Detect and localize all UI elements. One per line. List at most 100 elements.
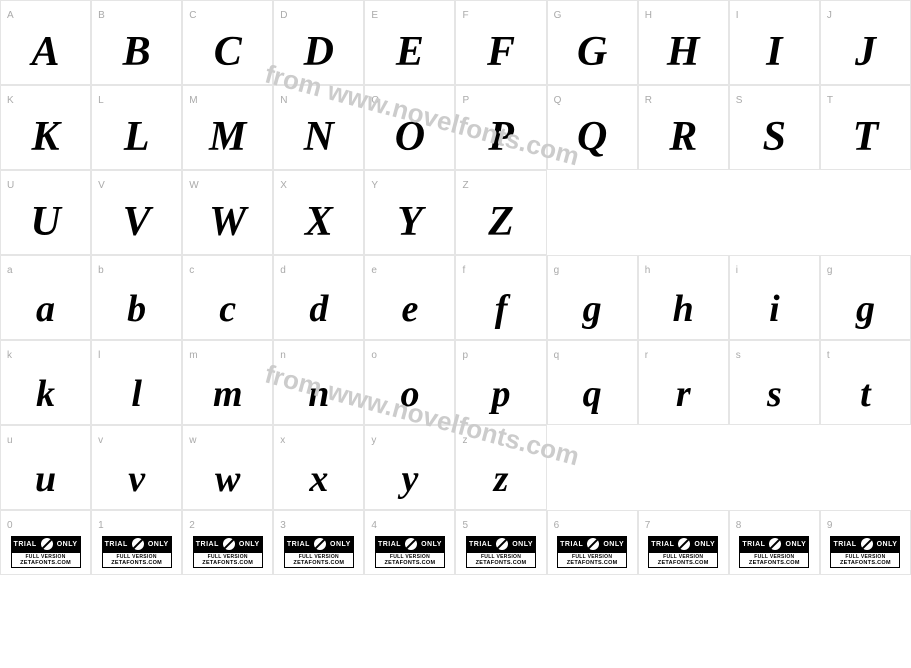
trial-left-text: TRIAL xyxy=(742,541,765,548)
trial-right-text: ONLY xyxy=(421,541,442,548)
cell-h: hh xyxy=(638,255,729,340)
trial-badge: TRIALONLYFULL VERSIONZETAFONTS.COM xyxy=(648,536,718,568)
cell-label: 7 xyxy=(645,520,651,531)
cell-label: 2 xyxy=(189,520,195,531)
cell-R: RR xyxy=(638,85,729,170)
cell-label: H xyxy=(645,10,652,21)
glyph-g: g xyxy=(583,287,602,331)
cell-u: uu xyxy=(0,425,91,510)
cell-label: k xyxy=(7,350,12,361)
cell-label: p xyxy=(462,350,468,361)
no-symbol-icon xyxy=(41,538,53,550)
glyph-R: R xyxy=(669,113,697,161)
cell-p: pp xyxy=(455,340,546,425)
glyph-E: E xyxy=(396,28,424,76)
trial-badge: TRIALONLYFULL VERSIONZETAFONTS.COM xyxy=(830,536,900,568)
glyph-u: u xyxy=(35,457,56,501)
glyph-z: z xyxy=(494,457,509,501)
glyph-J: J xyxy=(855,28,876,76)
cell-2: 2TRIALONLYFULL VERSIONZETAFONTS.COM xyxy=(182,510,273,575)
cell-label: 6 xyxy=(554,520,560,531)
trial-bottom-line2: ZETAFONTS.COM xyxy=(287,560,351,566)
trial-badge: TRIALONLYFULL VERSIONZETAFONTS.COM xyxy=(11,536,81,568)
cell-Q: QQ xyxy=(547,85,638,170)
glyph-r: r xyxy=(676,372,691,416)
cell-l: ll xyxy=(91,340,182,425)
glyph-k: k xyxy=(36,372,55,416)
glyph-l: l xyxy=(131,372,142,416)
trial-left-text: TRIAL xyxy=(14,541,37,548)
cell-f: ff xyxy=(455,255,546,340)
cell-label: 1 xyxy=(98,520,104,531)
cell-b: bb xyxy=(91,255,182,340)
cell-label: i xyxy=(736,265,738,276)
cell-g2: gg xyxy=(820,255,911,340)
glyph-n: n xyxy=(308,372,329,416)
cell-label: b xyxy=(98,265,104,276)
cell-empty xyxy=(547,170,638,255)
cell-U: UU xyxy=(0,170,91,255)
cell-label: m xyxy=(189,350,197,361)
cell-label: g xyxy=(554,265,560,276)
glyph-P: P xyxy=(488,113,514,161)
trial-right-text: ONLY xyxy=(786,541,807,548)
cell-label: X xyxy=(280,180,287,191)
cell-label: y xyxy=(371,435,376,446)
cell-F: FF xyxy=(455,0,546,85)
cell-v: vv xyxy=(91,425,182,510)
cell-label: 4 xyxy=(371,520,377,531)
cell-label: z xyxy=(462,435,467,446)
cell-label: n xyxy=(280,350,286,361)
cell-label: g xyxy=(827,265,833,276)
glyph-B: B xyxy=(123,28,151,76)
cell-g: gg xyxy=(547,255,638,340)
cell-label: M xyxy=(189,95,197,106)
cell-empty xyxy=(638,170,729,255)
cell-q: qq xyxy=(547,340,638,425)
cell-label: 5 xyxy=(462,520,468,531)
cell-label: G xyxy=(554,10,562,21)
trial-bottom-line2: ZETAFONTS.COM xyxy=(196,560,260,566)
cell-V: VV xyxy=(91,170,182,255)
cell-label: C xyxy=(189,10,196,21)
trial-badge: TRIALONLYFULL VERSIONZETAFONTS.COM xyxy=(739,536,809,568)
trial-bottom-line2: ZETAFONTS.COM xyxy=(14,560,78,566)
cell-H: HH xyxy=(638,0,729,85)
glyph-H: H xyxy=(667,28,700,76)
cell-Y: YY xyxy=(364,170,455,255)
cell-E: EE xyxy=(364,0,455,85)
cell-label: R xyxy=(645,95,652,106)
trial-right-text: ONLY xyxy=(148,541,169,548)
trial-badge: TRIALONLYFULL VERSIONZETAFONTS.COM xyxy=(375,536,445,568)
glyph-Y: Y xyxy=(397,198,423,246)
cell-8: 8TRIALONLYFULL VERSIONZETAFONTS.COM xyxy=(729,510,820,575)
cell-label: V xyxy=(98,180,105,191)
glyph-d: d xyxy=(309,287,328,331)
cell-label: x xyxy=(280,435,285,446)
glyph-M: M xyxy=(209,113,246,161)
cell-label: u xyxy=(7,435,13,446)
cell-M: MM xyxy=(182,85,273,170)
cell-c: cc xyxy=(182,255,273,340)
glyph-K: K xyxy=(32,113,60,161)
cell-label: d xyxy=(280,265,286,276)
cell-e: ee xyxy=(364,255,455,340)
trial-badge: TRIALONLYFULL VERSIONZETAFONTS.COM xyxy=(102,536,172,568)
cell-y: yy xyxy=(364,425,455,510)
trial-right-text: ONLY xyxy=(603,541,624,548)
cell-label: e xyxy=(371,265,377,276)
trial-bottom-line2: ZETAFONTS.COM xyxy=(469,560,533,566)
no-symbol-icon xyxy=(132,538,144,550)
glyph-V: V xyxy=(123,198,151,246)
cell-7: 7 TRIALONLYFULL VERSIONZETAFONTS.COM xyxy=(638,510,729,575)
glyph-w: w xyxy=(215,457,240,501)
cell-label: P xyxy=(462,95,469,106)
trial-right-text: ONLY xyxy=(57,541,78,548)
cell-i: ii xyxy=(729,255,820,340)
cell-label: N xyxy=(280,95,287,106)
cell-D: DD xyxy=(273,0,364,85)
glyph-O: O xyxy=(395,113,425,161)
trial-left-text: TRIAL xyxy=(196,541,219,548)
cell-empty xyxy=(638,425,729,510)
cell-label: E xyxy=(371,10,378,21)
